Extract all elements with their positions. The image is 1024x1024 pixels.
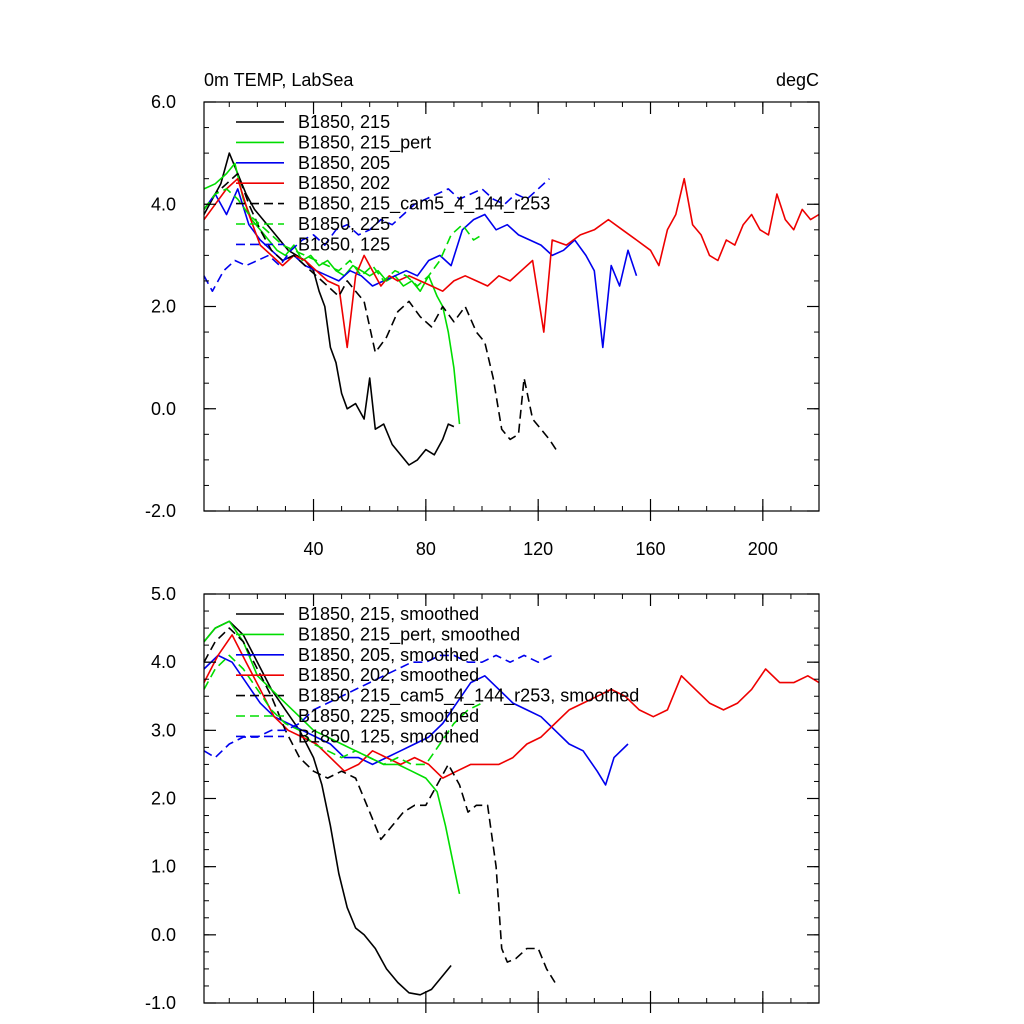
legend-label-7: B1850, 125 — [298, 234, 390, 254]
legend-label-6: B1850, 225, smoothed — [298, 706, 479, 726]
top-panel: 40 80 120 160 200 -2.0 0.0 2.0 4.0 6.0 0m TEMP, La… — [145, 70, 820, 559]
y-tick-label: 3.0 — [151, 720, 176, 740]
y-tick-label: 6.0 — [151, 92, 176, 112]
x-tick-label: 120 — [523, 539, 553, 559]
series-line-4 — [203, 177, 820, 349]
legend-label-1: B1850, 215 — [298, 112, 390, 132]
plot-frame — [203, 593, 820, 1004]
x-tick-label: 80 — [416, 539, 436, 559]
legend-label-4: B1850, 202 — [298, 173, 390, 193]
legend-label-4: B1850, 202, smoothed — [298, 665, 479, 685]
series-line-1 — [203, 152, 455, 466]
series-line-4 — [203, 634, 820, 779]
series-line-1 — [203, 620, 452, 996]
y-tick-label: 2.0 — [151, 297, 176, 317]
y-tick-label: 4.0 — [151, 194, 176, 214]
series-line-5 — [203, 627, 556, 983]
series-line-2 — [203, 620, 461, 895]
x-tick-label: 200 — [748, 539, 778, 559]
series-line-7 — [203, 654, 553, 759]
units-label: degC — [776, 70, 819, 90]
plot-frame — [203, 101, 820, 512]
legend-label-6: B1850, 225 — [298, 214, 390, 234]
y-tick-label: -2.0 — [145, 501, 176, 521]
y-tick-label: 5.0 — [151, 584, 176, 604]
series-line-3 — [203, 654, 629, 786]
legend-label-7: B1850, 125, smoothed — [298, 726, 479, 746]
legend-label-3: B1850, 205, smoothed — [298, 645, 479, 665]
y-tick-label: 0.0 — [151, 925, 176, 945]
legend-label-2: B1850, 215_pert, smoothed — [298, 624, 520, 645]
series-line-6 — [203, 188, 483, 287]
legend-label-2: B1850, 215_pert — [298, 132, 431, 153]
y-tick-label: 4.0 — [151, 652, 176, 672]
series-line-5 — [203, 172, 559, 453]
y-tick-label: 0.0 — [151, 399, 176, 419]
legend-label-3: B1850, 205 — [298, 153, 390, 173]
series-line-2 — [203, 162, 461, 425]
bottom-panel: -1.0 0.0 1.0 2.0 3.0 4.0 5.0 B1850, 215, smooth… — [145, 584, 820, 1013]
y-tick-label: -1.0 — [145, 993, 176, 1013]
chart-title: 0m TEMP, LabSea — [204, 70, 354, 90]
y-tick-label: 2.0 — [151, 789, 176, 809]
x-tick-label: 160 — [635, 539, 665, 559]
y-tick-label: 1.0 — [151, 857, 176, 877]
x-tick-label: 40 — [304, 539, 324, 559]
legend-label-1: B1850, 215, smoothed — [298, 604, 479, 624]
legend-label-5: B1850, 215_cam5_4_144_r253 — [298, 194, 550, 215]
legend-label-5: B1850, 215_cam5_4_144_r253, smoothed — [298, 686, 639, 707]
